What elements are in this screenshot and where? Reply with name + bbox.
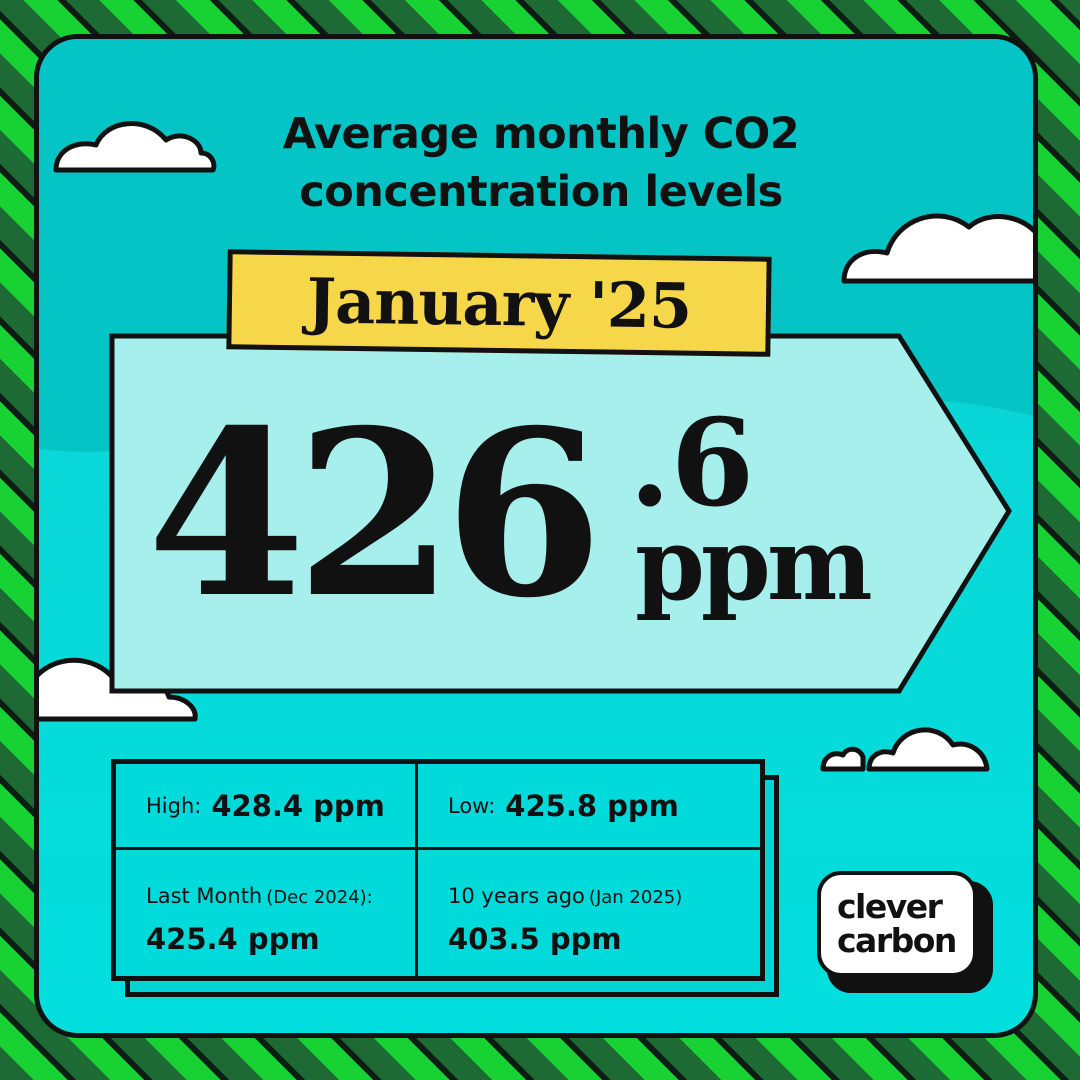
stat-low: Low: 425.8 ppm [418,764,760,850]
stat-ten-years-note: (Jan 2025) [588,887,683,908]
reading-decimal: .6 [629,393,755,534]
reading-whole: 426 [147,380,603,648]
stats-table: High: 428.4 ppm Low: 425.8 ppm Last Mont… [111,759,765,981]
stat-ten-years-ago: 10 years ago (Jan 2025) 403.5 ppm [418,850,760,976]
stat-ten-years-value: 403.5 ppm [448,922,622,956]
title-line-1: Average monthly CO2 [282,109,800,159]
title-line-2: concentration levels [299,167,783,217]
cloud-icon [53,121,217,173]
logo-line-2: carbon [837,921,957,960]
stat-last-month-note: (Dec 2024): [266,887,373,908]
logo-line-1: clever [837,887,943,926]
cloud-icon [820,727,990,772]
stat-low-label: Low: [448,793,496,818]
stat-high-label: High: [146,793,202,818]
stat-ten-years-label: 10 years ago [448,884,585,908]
stat-low-value: 425.8 ppm [505,788,679,823]
stat-last-month-value: 425.4 ppm [146,922,320,956]
chart-title: Average monthly CO2 concentration levels [39,105,1033,221]
reading-unit: ppm [635,505,873,623]
stat-last-month-label: Last Month [146,884,263,908]
co2-card: Average monthly CO2 concentration levels… [34,34,1038,1038]
stat-high-value: 428.4 ppm [211,788,385,823]
period-tag: January '25 [226,249,772,357]
stat-last-month: Last Month (Dec 2024): 425.4 ppm [116,850,418,976]
clever-carbon-logo: clever carbon [817,871,977,977]
stat-high: High: 428.4 ppm [116,764,418,850]
cloud-icon [841,213,1033,284]
